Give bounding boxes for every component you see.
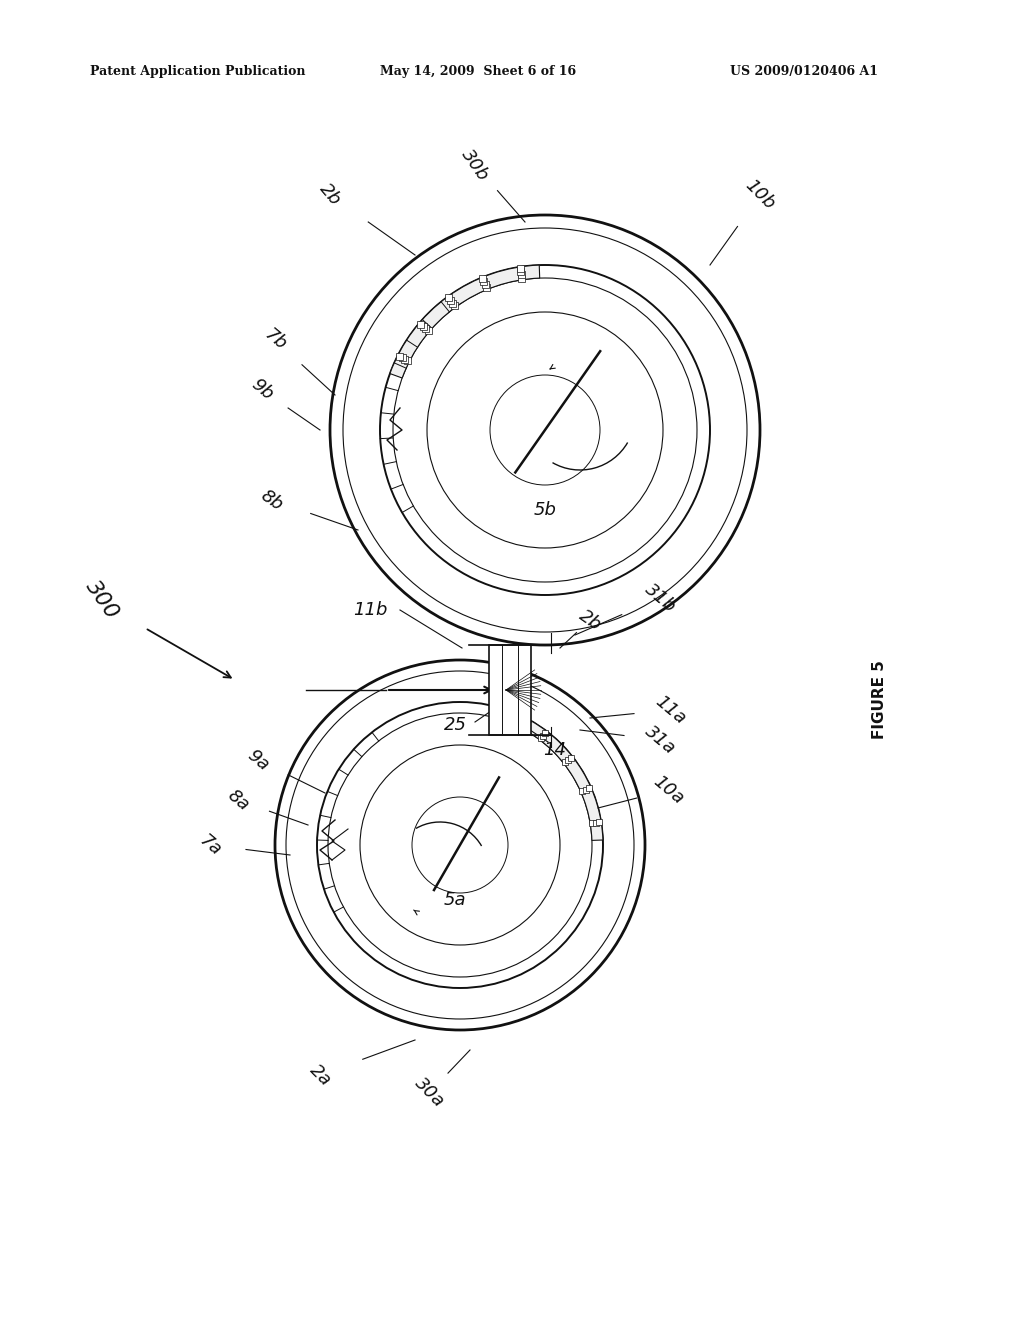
Bar bbox=[445, 294, 453, 301]
Bar bbox=[425, 327, 431, 334]
Text: 8a: 8a bbox=[223, 785, 252, 814]
Text: 2b: 2b bbox=[575, 606, 604, 634]
Bar bbox=[565, 756, 571, 763]
Text: 5a: 5a bbox=[443, 891, 466, 909]
Bar bbox=[543, 730, 549, 735]
Bar bbox=[562, 759, 568, 766]
Bar bbox=[596, 820, 602, 825]
Text: 25: 25 bbox=[443, 715, 467, 734]
Bar bbox=[541, 733, 546, 739]
Text: 30b: 30b bbox=[458, 145, 493, 185]
Text: 11a: 11a bbox=[651, 692, 689, 727]
Text: 11b: 11b bbox=[353, 601, 387, 619]
Bar bbox=[404, 358, 412, 364]
Bar bbox=[450, 300, 457, 306]
Bar bbox=[518, 275, 525, 281]
Text: 14: 14 bbox=[544, 741, 566, 759]
Bar bbox=[568, 755, 573, 760]
Bar bbox=[395, 352, 402, 360]
Text: 300: 300 bbox=[82, 577, 122, 623]
Wedge shape bbox=[390, 265, 540, 378]
Bar bbox=[480, 279, 487, 285]
Wedge shape bbox=[526, 721, 603, 841]
Text: 7b: 7b bbox=[260, 326, 290, 354]
Text: 31a: 31a bbox=[641, 722, 679, 758]
Bar bbox=[452, 302, 458, 309]
Bar bbox=[583, 787, 589, 792]
Bar bbox=[538, 735, 544, 742]
Text: 9a: 9a bbox=[244, 746, 272, 774]
Text: 10b: 10b bbox=[741, 177, 778, 214]
Text: 10a: 10a bbox=[649, 772, 687, 808]
Bar bbox=[589, 821, 595, 826]
Text: 5b: 5b bbox=[534, 502, 556, 519]
Bar bbox=[517, 268, 524, 276]
Bar bbox=[398, 354, 406, 362]
Bar bbox=[489, 645, 531, 735]
Bar bbox=[401, 356, 409, 363]
Bar bbox=[479, 276, 486, 282]
Text: US 2009/0120406 A1: US 2009/0120406 A1 bbox=[730, 65, 878, 78]
Text: 8b: 8b bbox=[257, 486, 287, 513]
Text: 31b: 31b bbox=[641, 579, 679, 616]
Bar bbox=[516, 265, 523, 272]
Bar bbox=[586, 785, 592, 791]
Text: May 14, 2009  Sheet 6 of 16: May 14, 2009 Sheet 6 of 16 bbox=[380, 65, 577, 78]
Bar bbox=[580, 788, 586, 795]
Text: 2a: 2a bbox=[306, 1061, 334, 1089]
Bar bbox=[447, 297, 455, 304]
Text: 9b: 9b bbox=[248, 376, 276, 404]
Text: Patent Application Publication: Patent Application Publication bbox=[90, 65, 305, 78]
Bar bbox=[420, 322, 427, 330]
Text: 30a: 30a bbox=[412, 1073, 449, 1110]
Text: FIGURE 5: FIGURE 5 bbox=[872, 660, 888, 739]
Bar bbox=[481, 281, 488, 289]
Bar bbox=[483, 285, 489, 292]
Text: 7a: 7a bbox=[196, 830, 224, 859]
Bar bbox=[593, 820, 599, 826]
Bar bbox=[422, 325, 429, 331]
Text: 2b: 2b bbox=[315, 181, 344, 210]
Bar bbox=[517, 272, 524, 279]
Bar bbox=[417, 321, 424, 327]
